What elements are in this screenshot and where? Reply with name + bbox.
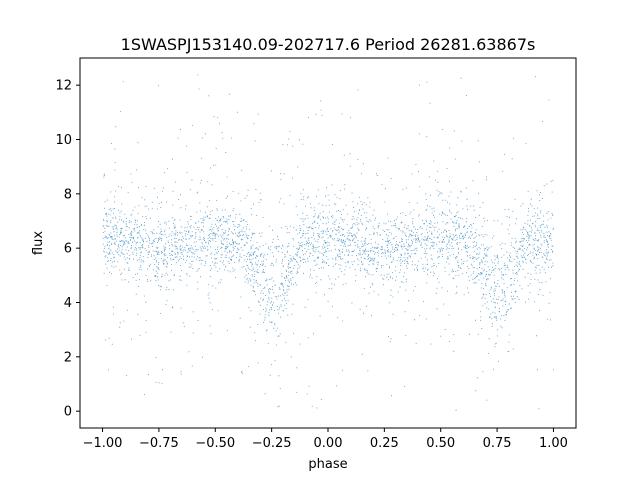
x-tick-label: −0.75 [139,436,179,451]
x-tick-label: 0.50 [426,436,455,451]
x-tick-label: −0.50 [195,436,235,451]
x-tick-label: −0.25 [252,436,292,451]
x-axis: −1.00 −0.75 −0.50 −0.25 0.00 0.25 0.50 0.75 1.00 [83,428,568,451]
y-tick-label: 8 [64,187,72,202]
x-axis-label: phase [308,457,347,472]
x-tick-label: 1.00 [539,436,568,451]
y-tick-label: 0 [64,405,72,420]
y-tick-label: 12 [55,79,72,94]
x-tick-label: 0.75 [483,436,512,451]
y-axis: 0 2 4 6 8 10 12 [55,79,80,420]
x-tick-label: 0.25 [370,436,399,451]
x-tick-label: 0.00 [314,436,343,451]
y-tick-label: 4 [64,296,72,311]
x-tick-label: −1.00 [83,436,123,451]
y-tick-label: 2 [64,350,72,365]
chart-title: 1SWASPJ153140.09-202717.6 Period 26281.6… [121,35,536,54]
y-axis-label: flux [31,231,46,255]
y-tick-label: 10 [55,133,72,148]
y-tick-label: 6 [64,242,72,257]
